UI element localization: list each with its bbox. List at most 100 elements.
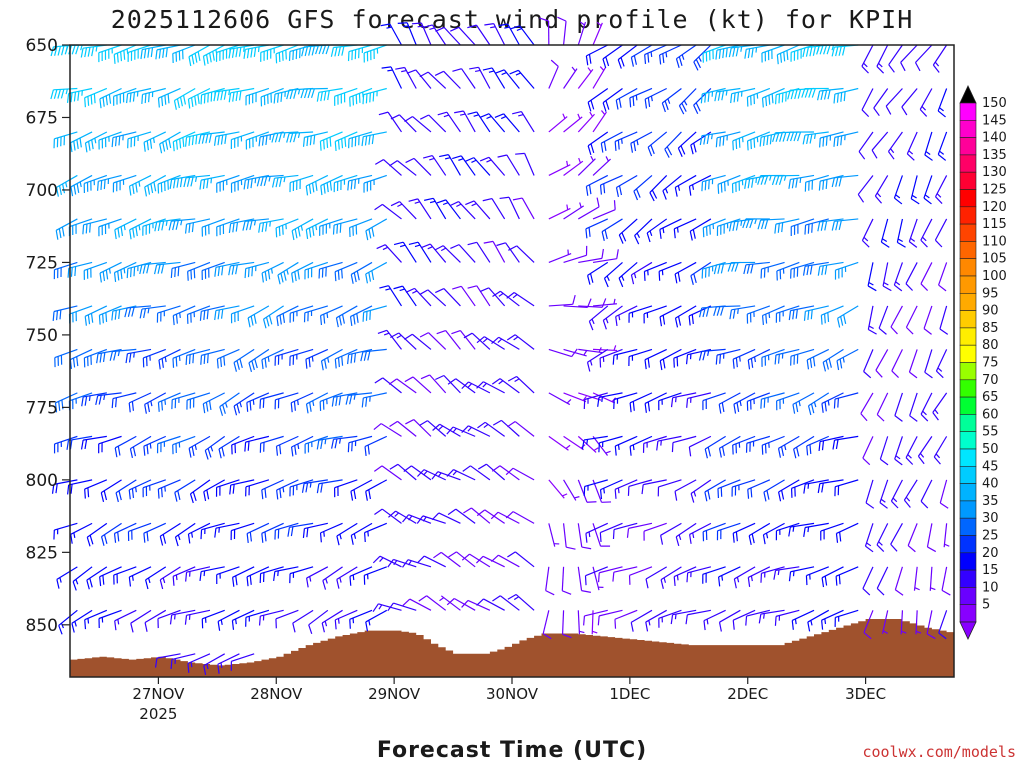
- barb-half-feather: [622, 139, 623, 144]
- barb-feather: [823, 180, 824, 189]
- barb-half-feather: [253, 400, 254, 405]
- barb-feather: [54, 90, 56, 99]
- barb-half-feather: [165, 400, 166, 405]
- barb-feather: [91, 95, 92, 104]
- colorbar-label: 100: [982, 269, 1007, 284]
- barb-feather: [786, 92, 787, 101]
- barb-feather: [766, 97, 767, 106]
- barb-feather: [340, 223, 341, 232]
- barb-feather: [286, 50, 287, 59]
- barb-feather: [736, 140, 737, 149]
- barb-half-feather: [756, 178, 757, 183]
- barb-feather: [746, 616, 747, 625]
- barb-feather: [672, 443, 673, 452]
- barb-feather: [366, 311, 367, 320]
- barb-half-feather: [604, 488, 605, 493]
- barb-half-feather: [387, 70, 392, 71]
- barb-half-feather: [270, 221, 271, 226]
- barb-half-feather: [255, 178, 256, 183]
- barb-feather: [748, 489, 749, 498]
- barb-feather: [51, 90, 53, 99]
- barb-feather: [584, 616, 585, 625]
- barb-feather: [85, 620, 86, 629]
- barb-feather: [283, 51, 284, 60]
- colorbar-swatch: [960, 397, 976, 414]
- x-tick-sublabel: 2025: [139, 705, 177, 723]
- barb-feather: [844, 92, 845, 101]
- barb-half-feather: [633, 445, 634, 450]
- barb-feather: [776, 95, 777, 104]
- barb-feather: [337, 224, 338, 233]
- barb-feather: [178, 267, 179, 276]
- barb-feather: [659, 271, 660, 280]
- barb-feather: [615, 141, 616, 150]
- barb-feather: [334, 225, 335, 234]
- colorbar-swatch: [960, 380, 976, 397]
- barb-feather: [613, 355, 614, 364]
- barb-feather: [68, 485, 69, 494]
- barb-feather: [283, 225, 284, 234]
- colorbar-swatch: [960, 414, 976, 431]
- barb-half-feather: [191, 662, 192, 667]
- colorbar-swatch: [960, 536, 976, 553]
- barb-half-feather: [310, 482, 311, 487]
- barb-feather: [188, 271, 189, 280]
- colorbar-label: 70: [982, 373, 999, 388]
- x-tick-label: 2DEC: [727, 685, 768, 703]
- barb-feather: [276, 54, 277, 63]
- barb-feather: [630, 98, 631, 107]
- barb-half-feather: [828, 400, 829, 405]
- barb-feather: [335, 272, 336, 281]
- barb-feather: [176, 357, 177, 366]
- colorbar-swatch: [960, 328, 976, 345]
- barb-feather: [702, 182, 703, 191]
- barb-feather: [278, 93, 279, 102]
- colorbar-swatch: [960, 518, 976, 535]
- barb-half-feather: [148, 308, 149, 313]
- barb-half-feather: [134, 352, 135, 357]
- barb-feather: [119, 136, 120, 145]
- barb-feather: [221, 358, 222, 367]
- barb-feather: [171, 268, 172, 277]
- barb-feather: [398, 23, 407, 24]
- barb-feather: [762, 445, 763, 454]
- colorbar-label: 140: [982, 131, 1007, 146]
- barb-half-feather: [353, 575, 354, 580]
- barb-half-feather: [136, 487, 137, 492]
- barb-feather: [62, 46, 64, 55]
- barb-half-feather: [244, 47, 245, 52]
- colorbar-label: 135: [982, 148, 1007, 163]
- barb-feather: [600, 533, 601, 542]
- barb-feather: [168, 94, 169, 103]
- colorbar-label: 75: [982, 356, 999, 371]
- barb-feather: [171, 659, 172, 668]
- barb-feather: [88, 488, 89, 497]
- barb-feather: [173, 358, 174, 367]
- colorbar-swatch: [960, 553, 976, 570]
- colorbar-swatch: [960, 207, 976, 224]
- barb-feather: [720, 354, 721, 363]
- barb-feather: [613, 530, 614, 539]
- barb-half-feather: [738, 309, 739, 314]
- barb-half-feather: [176, 575, 177, 580]
- barb-feather: [721, 183, 722, 192]
- barb-feather: [58, 89, 60, 98]
- x-tick-label: 1DEC: [609, 685, 650, 703]
- barb-half-feather: [712, 134, 713, 139]
- barb-half-feather: [221, 663, 222, 668]
- barb-feather: [321, 533, 322, 542]
- barb-feather: [194, 269, 195, 278]
- barb-feather: [370, 310, 371, 319]
- barb-feather: [158, 402, 159, 411]
- barb-feather: [83, 225, 84, 234]
- barb-feather: [350, 576, 351, 585]
- barb-feather: [363, 312, 364, 321]
- barb-half-feather: [589, 532, 590, 537]
- barb-feather: [324, 140, 325, 149]
- barb-feather: [190, 355, 191, 364]
- barb-half-feather: [825, 619, 826, 624]
- barb-shaft: [304, 88, 328, 89]
- barb-feather: [769, 95, 770, 104]
- barb-feather: [370, 93, 371, 102]
- barb-feather: [67, 440, 68, 449]
